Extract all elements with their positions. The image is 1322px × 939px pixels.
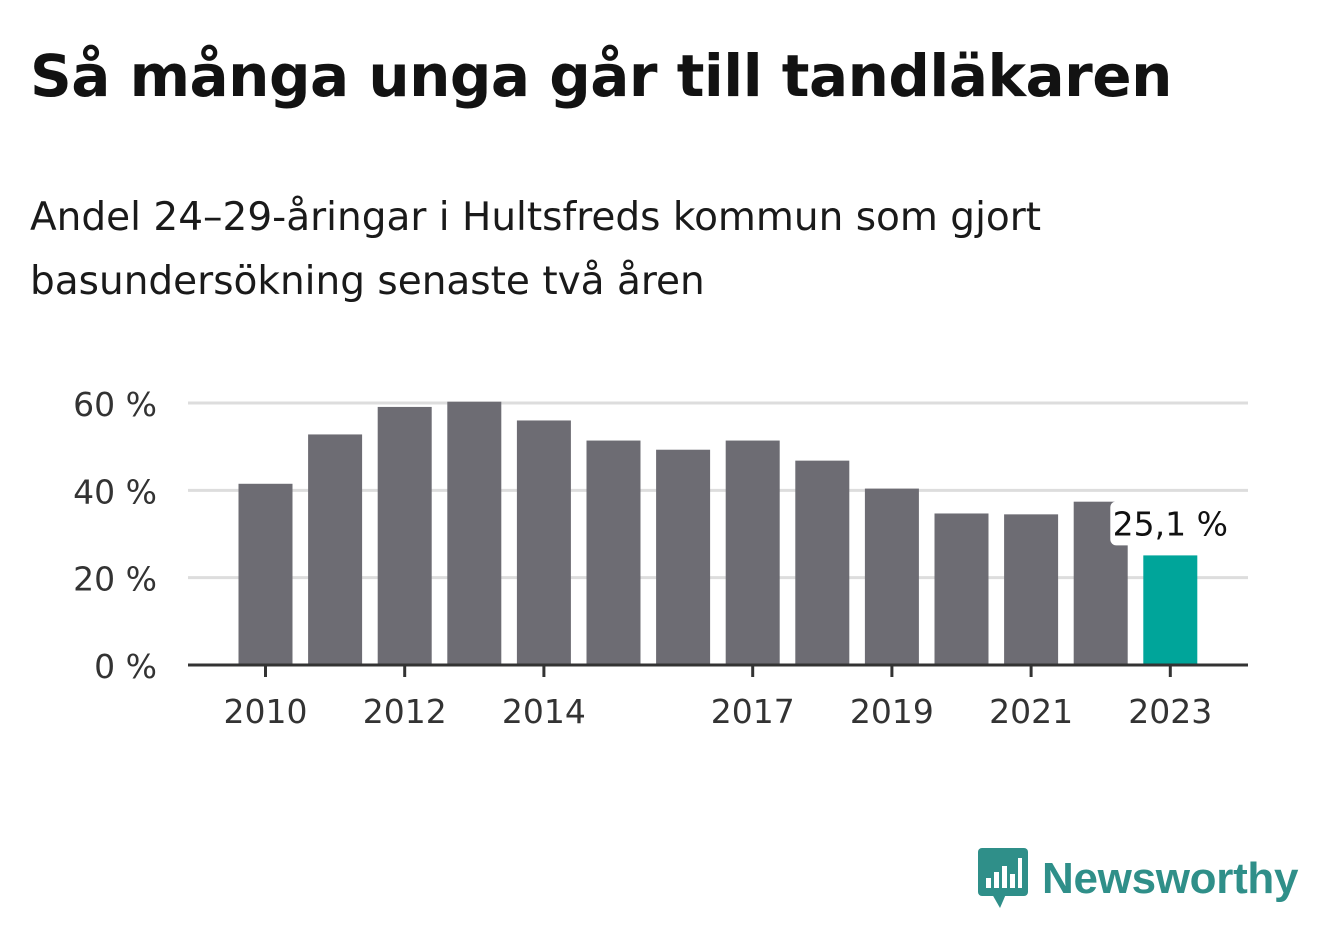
x-tick-label: 2019 — [850, 692, 934, 731]
bars — [238, 401, 1198, 665]
chart-subtitle: Andel 24–29-åringar i Hultsfreds kommun … — [30, 195, 1042, 304]
newsworthy-logo: Newsworthy — [978, 848, 1298, 910]
bar-2011 — [308, 434, 363, 665]
y-tick-label: 40 % — [73, 472, 157, 511]
bar-2012 — [377, 406, 432, 665]
x-axis: 2010 2012 2014 2017 2019 2021 2023 — [188, 663, 1248, 731]
annotation: 25,1 % — [1110, 501, 1231, 546]
y-tick-label: 0 % — [94, 647, 157, 686]
bar-2016 — [656, 449, 711, 665]
x-tick-label: 2010 — [224, 692, 308, 731]
bar-chart-speech-bubble-icon — [978, 848, 1028, 908]
x-tick-label: 2014 — [502, 692, 586, 731]
y-axis: 0 % 20 % 40 % 60 % — [73, 385, 157, 686]
bar-2020 — [934, 513, 989, 665]
bar-2018 — [795, 460, 850, 665]
bar-2013 — [447, 401, 502, 665]
bar-2017 — [725, 440, 780, 665]
bar-2021 — [1004, 514, 1059, 665]
bar-2023 — [1143, 555, 1198, 665]
gridlines — [188, 401, 1248, 580]
x-tick-label: 2017 — [711, 692, 795, 731]
x-tick-label: 2023 — [1128, 692, 1212, 731]
annotation-background — [1110, 501, 1231, 546]
y-tick-label: 60 % — [73, 385, 157, 424]
x-tick-label: 2021 — [989, 692, 1073, 731]
bar-2019 — [864, 488, 919, 665]
bar-2014 — [516, 420, 571, 665]
bar-2010 — [238, 483, 293, 665]
y-tick-label: 20 % — [73, 560, 157, 599]
chart-title: Så många unga går till tandläkaren — [30, 42, 1172, 110]
x-tick-label: 2012 — [363, 692, 447, 731]
brand-name: Newsworthy — [1042, 854, 1299, 903]
bar-2015 — [586, 440, 641, 665]
data-label-2023: 25,1 % — [1113, 504, 1228, 543]
